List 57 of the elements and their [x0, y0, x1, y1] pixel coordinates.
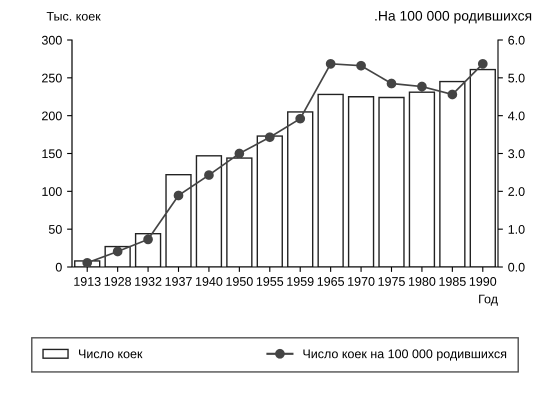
x-tick-label: 1940 — [196, 277, 222, 286]
x-tick-label: 1985 — [439, 277, 466, 286]
y-tick-label: 300 — [42, 36, 62, 45]
bar — [317, 94, 344, 267]
point — [234, 148, 244, 158]
y-tick-label: 50 — [48, 224, 62, 234]
point — [264, 132, 275, 142]
bar — [439, 80, 466, 267]
x-tick-label: 1980 — [408, 277, 436, 286]
legend-label: Число коек — [79, 350, 142, 358]
x-tick-label: 1913 — [74, 277, 101, 286]
bar — [348, 96, 374, 267]
y2-tick-label: 0.0 — [508, 262, 525, 272]
bar — [470, 68, 496, 267]
y-tick-label: 250 — [42, 74, 62, 82]
point — [417, 82, 427, 92]
point — [174, 190, 184, 200]
x-tick-label: 1970 — [348, 277, 374, 286]
y2-tick-label: 2.0 — [508, 187, 525, 196]
point — [143, 234, 153, 244]
y-tick-label: 0 — [56, 262, 62, 272]
point — [295, 114, 306, 124]
point — [386, 78, 396, 88]
x-axis-title: Год — [479, 294, 498, 306]
point — [478, 58, 488, 69]
x-tick-label: 1959 — [287, 277, 314, 286]
legend-label: Число коек на 100 000 родившихся — [303, 349, 506, 361]
bar — [226, 157, 253, 267]
y2-tick-label: 1.0 — [508, 224, 525, 234]
y2-tick-label: 6.0 — [508, 36, 525, 45]
x-tick-label: 1975 — [378, 277, 405, 286]
point — [356, 60, 366, 71]
x-tick-label: 1928 — [104, 277, 132, 286]
y2-axis-title: .На 100 000 родившихся — [375, 10, 532, 24]
x-tick-label: 1932 — [135, 277, 162, 286]
x-tick-label: 1990 — [470, 277, 496, 286]
x-tick-label: 1965 — [318, 277, 344, 286]
y2-tick-label: 4.0 — [508, 111, 525, 120]
bar — [287, 111, 314, 267]
y-tick-label: 150 — [42, 149, 62, 158]
x-tick-label: 1937 — [166, 277, 192, 286]
bar — [165, 174, 192, 267]
bar — [378, 96, 405, 267]
y-tick-label: 100 — [42, 187, 62, 196]
y-tick-label: 200 — [42, 111, 62, 120]
x-tick-label: 1955 — [256, 277, 284, 286]
y2-tick-label: 3.0 — [508, 149, 525, 158]
y2-tick-label: 5.0 — [508, 74, 525, 82]
point — [204, 170, 214, 180]
x-tick-label: 1950 — [226, 277, 253, 286]
point — [326, 58, 336, 69]
point — [82, 258, 92, 267]
bar — [408, 92, 436, 267]
point — [447, 90, 458, 100]
bar — [256, 135, 283, 267]
y-axis-title: Тыс. коек — [46, 12, 101, 21]
bar — [196, 155, 222, 267]
